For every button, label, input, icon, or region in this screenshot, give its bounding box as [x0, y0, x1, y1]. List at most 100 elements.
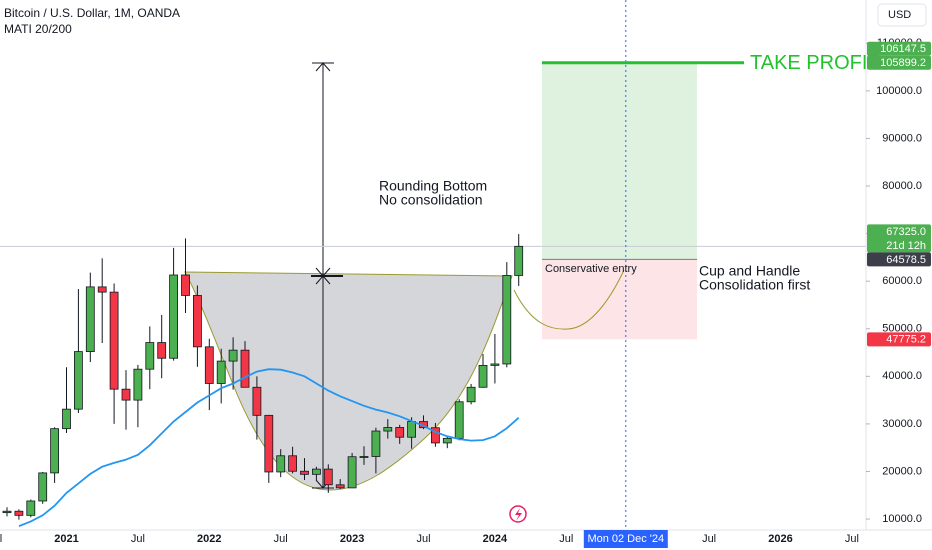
candle-body [276, 455, 286, 473]
candle-body [300, 470, 309, 475]
x-tick-label: 2026 [768, 533, 792, 545]
y-tick-label: 30000.0 [882, 418, 922, 430]
price-badge-box [867, 332, 931, 347]
candle-body [371, 430, 381, 457]
x-tick-label: Jul [274, 533, 288, 545]
candle-body [490, 363, 500, 366]
price-badge: 47775.2 [867, 332, 931, 347]
candle-body [252, 386, 262, 416]
candle-body [121, 388, 131, 401]
candle-body [359, 456, 369, 458]
y-tick-label: 10000.0 [882, 513, 922, 525]
candle-body [478, 364, 488, 388]
price-badge: 64578.5 [867, 252, 931, 267]
x-tick-label: Jul [702, 533, 716, 545]
candle-body [74, 351, 83, 410]
y-tick-label: 40000.0 [882, 370, 922, 382]
price-badge-label: 106147.5 [880, 43, 926, 55]
y-tick-label: 90000.0 [882, 132, 922, 144]
candle-body [442, 437, 452, 444]
candle-body [347, 456, 357, 489]
candle-body [240, 349, 250, 388]
x-tick-label: Jul [845, 533, 859, 545]
chart-title: Bitcoin / U.S. Dollar, 1M, OANDA [4, 6, 180, 20]
x-tick-label: 2023 [340, 533, 364, 545]
candle-body [323, 468, 333, 486]
series-layer [2, 234, 524, 528]
y-tick-label: 100000.0 [876, 85, 922, 97]
y-tick-label: 80000.0 [882, 180, 922, 192]
price-badge-box [867, 55, 931, 70]
candle-body [109, 291, 119, 390]
candle-body [335, 484, 345, 489]
price-badge-label: 64578.5 [886, 254, 926, 266]
candle-body [2, 510, 12, 514]
alert-icon [509, 505, 527, 523]
annotation: Rounding Bottom [379, 178, 487, 194]
candle-body [62, 408, 71, 430]
candle-body [454, 401, 464, 439]
candle-body [85, 286, 95, 352]
annotation: No consolidation [379, 192, 483, 208]
candle-body [169, 274, 179, 359]
annotation: Consolidation first [699, 277, 810, 293]
candle-body [502, 275, 512, 365]
candle-body [14, 510, 24, 516]
candle-body [157, 342, 167, 359]
candle-body [288, 455, 298, 472]
price-badge: 105899.2 [867, 55, 931, 70]
candle-body [395, 427, 405, 438]
candle-body [181, 274, 190, 296]
ma-line [18, 368, 520, 528]
profit-zone [542, 62, 697, 260]
currency-button[interactable]: USD [877, 3, 927, 27]
x-tick-label: Jul [416, 533, 430, 545]
indicator-label: MATI 20/200 [4, 22, 72, 36]
candle-body [383, 427, 393, 432]
time-axis: Jul 2021 Jul 2022 Jul 2023 Jul 2024 Jul Jul 2026 Ju… [0, 530, 859, 548]
x-tick-label: 2024 [483, 533, 508, 545]
candle-body [192, 295, 202, 348]
candle-body [26, 500, 36, 516]
handle-drawing [513, 269, 625, 330]
overlay: Rounding Bottom No consolidation Conserv… [379, 51, 880, 523]
countdown-label: 21d 12h [886, 240, 926, 252]
stop-zone [542, 259, 697, 340]
currency-label[interactable]: USD [888, 9, 911, 21]
candle-body [466, 386, 476, 403]
take-profit-label: TAKE PROFIT [750, 52, 880, 74]
x-tick-label: Jul [559, 533, 573, 545]
candle-body [38, 472, 48, 502]
price-badge-box [867, 224, 931, 253]
candle-body [133, 368, 143, 401]
price-badge: 67325.0 21d 12h [867, 224, 931, 253]
crosshair-label-box [583, 530, 668, 548]
price-badge: 106147.5 [867, 41, 931, 56]
x-tick-label: 2022 [197, 533, 221, 545]
y-tick-label: 20000.0 [882, 465, 922, 477]
price-badge-label: 67325.0 [886, 226, 926, 238]
candle-body [407, 421, 417, 438]
candle-body [228, 349, 238, 362]
price-badge-label: 105899.2 [880, 57, 926, 69]
annotation: Conservative entry [545, 263, 637, 275]
crosshair-label: Mon 02 Dec '24 [587, 533, 664, 545]
x-tick-label: 2021 [54, 533, 78, 545]
price-badge-box [867, 252, 931, 267]
x-tick-label: Jul [0, 533, 2, 545]
x-tick-label: Jul [131, 533, 145, 545]
measure-arrow [311, 62, 343, 489]
candle-body [204, 346, 214, 384]
y-tick-label: 50000.0 [882, 323, 922, 335]
y-tick-label: 60000.0 [882, 275, 922, 287]
price-badge-box [867, 41, 931, 56]
candle-body [145, 342, 155, 370]
annotation: Cup and Handle [699, 263, 800, 279]
candle-body [264, 414, 274, 473]
candle-body [514, 245, 524, 276]
candle-body [216, 360, 226, 384]
candle-body [50, 428, 59, 474]
candle-body [97, 286, 107, 293]
